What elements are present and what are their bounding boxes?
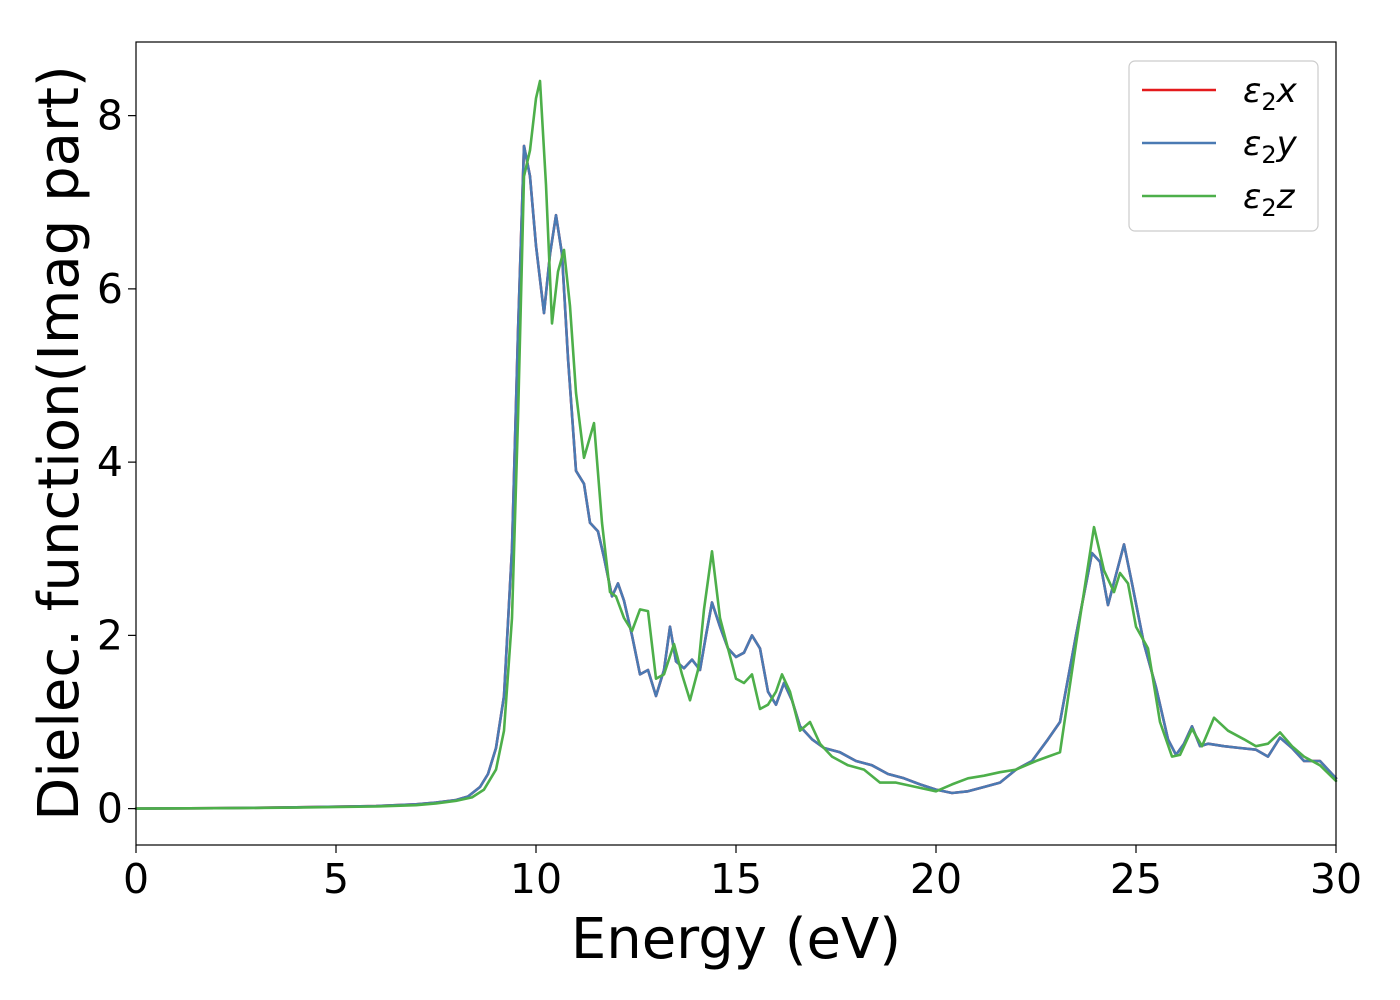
x-tick-label: 25 <box>1110 855 1162 903</box>
legend: ε2x ε2y ε2z <box>1128 60 1319 232</box>
y-tick-label: 2 <box>97 611 123 659</box>
x-axis-ticks: 0 5 10 15 20 25 30 <box>123 845 1362 903</box>
series-line-z <box>134 79 1338 810</box>
legend-label-y: ε2y <box>1243 124 1298 169</box>
series-layer <box>134 79 1338 810</box>
y-axis-label: Dielec. function(Imag part) <box>27 65 92 821</box>
x-tick-label: 10 <box>510 855 562 903</box>
x-tick-label: 0 <box>123 855 149 903</box>
x-tick-label: 15 <box>710 855 762 903</box>
legend-label-x: ε2x <box>1243 71 1298 116</box>
legend-label-z: ε2z <box>1243 177 1296 222</box>
y-tick-label: 6 <box>97 265 123 313</box>
x-tick-label: 30 <box>1310 855 1362 903</box>
legend-entries: ε2x ε2y ε2z <box>1142 71 1298 222</box>
legend-box <box>1128 60 1319 232</box>
y-tick-label: 8 <box>97 92 123 140</box>
y-tick-label: 4 <box>97 438 123 486</box>
y-tick-label: 0 <box>97 785 123 833</box>
x-axis-label: Energy (eV) <box>571 907 901 972</box>
x-tick-label: 20 <box>910 855 962 903</box>
y-axis-ticks: 0 2 4 6 8 <box>97 92 136 833</box>
x-tick-label: 5 <box>323 855 349 903</box>
